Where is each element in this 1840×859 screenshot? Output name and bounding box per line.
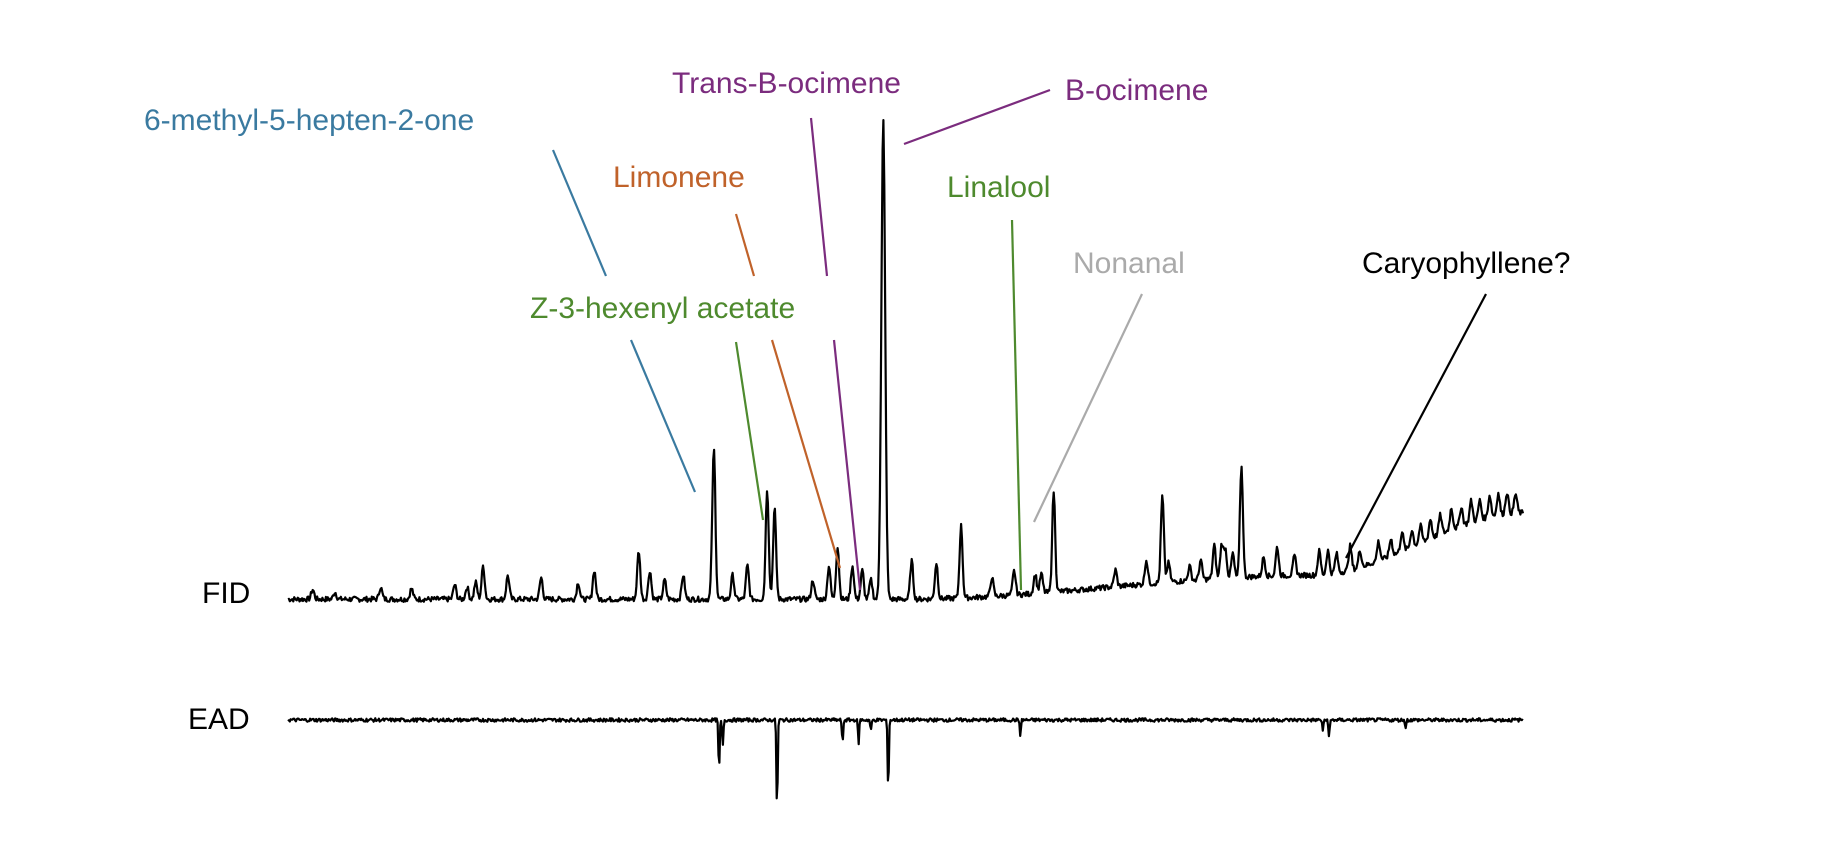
peak-label: Linalool xyxy=(947,171,1050,204)
annotation-caryophyllene: Caryophyllene? xyxy=(1345,247,1570,559)
leader-line xyxy=(903,88,1051,146)
peak-label: Caryophyllene? xyxy=(1362,247,1570,280)
annotation-b-ocimene: B-ocimene xyxy=(903,74,1208,146)
fid-trace xyxy=(287,119,1525,603)
leader-line xyxy=(551,149,608,277)
peak-label: Limonene xyxy=(613,161,745,194)
traces-group xyxy=(287,119,1525,800)
leader-line xyxy=(1345,293,1487,559)
ead-track-label: EAD xyxy=(188,703,250,736)
annotation-nonanal: Nonanal xyxy=(1033,247,1185,523)
leader-line xyxy=(734,341,765,521)
annotation-6-methyl-5-hepten-2-one: 6-methyl-5-hepten-2-one xyxy=(144,104,697,493)
peak-label: Nonanal xyxy=(1073,247,1185,280)
leader-line xyxy=(1033,293,1143,523)
peak-label: 6-methyl-5-hepten-2-one xyxy=(144,104,474,137)
peak-label: Z-3-hexenyl acetate xyxy=(530,292,795,325)
leader-line xyxy=(629,339,697,493)
ead-trace xyxy=(287,717,1524,800)
leader-line xyxy=(809,117,829,277)
annotation-trans-b-ocimene: Trans-B-ocimene xyxy=(672,67,901,591)
fid-track-label: FID xyxy=(202,577,250,610)
annotation-z-3-hexenyl-acetate: Z-3-hexenyl acetate xyxy=(530,292,795,521)
annotation-linalool: Linalool xyxy=(947,171,1050,591)
annotations-group: 6-methyl-5-hepten-2-one Z-3-hexenyl aceta… xyxy=(144,67,1570,591)
peak-label: Trans-B-ocimene xyxy=(672,67,901,100)
annotation-limonene: Limonene xyxy=(613,161,842,569)
leader-line xyxy=(832,339,862,591)
leader-line xyxy=(734,213,756,277)
leader-line xyxy=(770,339,842,569)
leader-line xyxy=(1010,219,1023,591)
peak-label: B-ocimene xyxy=(1065,74,1208,107)
